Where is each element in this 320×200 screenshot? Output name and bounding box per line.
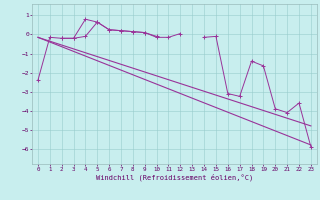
X-axis label: Windchill (Refroidissement éolien,°C): Windchill (Refroidissement éolien,°C) xyxy=(96,173,253,181)
